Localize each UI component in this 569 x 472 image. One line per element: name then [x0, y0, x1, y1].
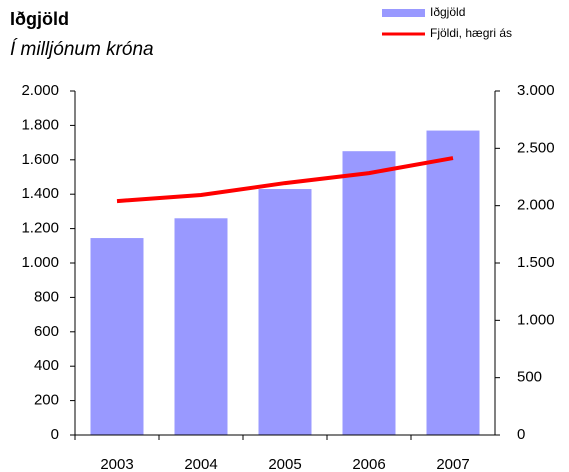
- y-tick-label: 1.600: [21, 151, 59, 168]
- x-tick-label: 2004: [184, 456, 217, 472]
- y2-tick-label: 2.500: [517, 139, 555, 156]
- y2-tick-label: 0: [517, 426, 525, 443]
- chart-title: Iðgjöld: [10, 9, 69, 29]
- chart-subtitle: Í milljónum króna: [10, 39, 154, 60]
- y-tick-label: 1.200: [21, 220, 59, 237]
- y-tick-label: 600: [34, 323, 59, 340]
- y-tick-label: 2.000: [21, 82, 59, 99]
- bar: [90, 238, 144, 435]
- y2-tick-label: 1.500: [517, 254, 555, 271]
- y-tick-label: 400: [34, 357, 59, 374]
- x-tick-label: 2005: [268, 456, 301, 472]
- y-tick-label: 1.400: [21, 185, 59, 202]
- bar: [174, 218, 228, 435]
- bar: [426, 130, 480, 435]
- x-tick-label: 2007: [436, 456, 469, 472]
- y-tick-label: 1.800: [21, 116, 59, 133]
- line: [116, 156, 454, 204]
- y-tick-label: 0: [51, 426, 59, 443]
- x-tick-label: 2003: [100, 456, 133, 472]
- y2-tick-label: 3.000: [517, 82, 555, 99]
- legend-label: Iðgjöld: [430, 5, 465, 19]
- y2-tick-label: 500: [517, 369, 542, 386]
- y-tick-label: 1.000: [21, 254, 59, 271]
- y2-tick-label: 1.000: [517, 311, 555, 328]
- bar: [342, 151, 396, 435]
- x-tick-label: 2006: [352, 456, 385, 472]
- y-tick-label: 800: [34, 288, 59, 305]
- y2-tick-label: 2.000: [517, 197, 555, 214]
- y-tick-label: 200: [34, 392, 59, 409]
- legend-label: Fjöldi, hægri ás: [430, 26, 512, 40]
- bar: [258, 189, 312, 435]
- legend-swatch: [382, 9, 425, 17]
